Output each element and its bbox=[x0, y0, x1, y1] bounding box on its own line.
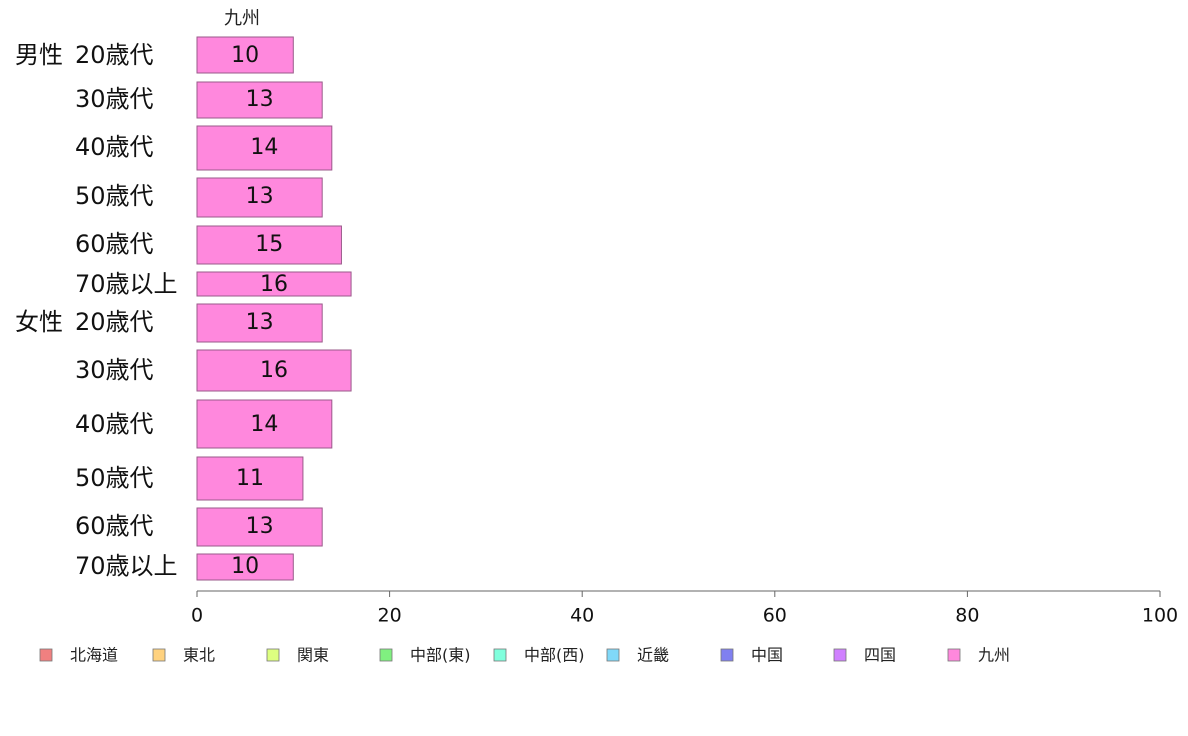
legend-label-0: 北海道 bbox=[70, 646, 118, 665]
bar-rows: 男性 20歳代 10 30歳代 13 40歳代 14 50歳代 13 60歳代 15 70歳以上 16 女… bbox=[15, 36, 352, 581]
age-label-1-5: 70歳以上 bbox=[75, 552, 178, 580]
bar-1-2 bbox=[196, 399, 333, 449]
age-label-0-4: 60歳代 bbox=[75, 230, 154, 258]
age-label-1-1: 30歳代 bbox=[75, 356, 154, 384]
bar-value-label-1-4: 13 bbox=[246, 514, 274, 539]
legend-swatch-3 bbox=[379, 648, 393, 662]
bar-1-4 bbox=[196, 507, 323, 547]
legend-swatch-7 bbox=[833, 648, 847, 662]
bar-value-label-1-3: 11 bbox=[236, 466, 264, 491]
legend-label-3: 中部(東) bbox=[410, 646, 471, 665]
legend-label-6: 中国 bbox=[751, 646, 783, 665]
age-label-0-3: 50歳代 bbox=[75, 182, 154, 210]
age-label-1-3: 50歳代 bbox=[75, 464, 154, 492]
column-header-kyushu: 九州 bbox=[224, 8, 260, 29]
age-label-0-2: 40歳代 bbox=[75, 133, 154, 161]
legend-label-1: 東北 bbox=[183, 646, 215, 665]
gender-label-1: 女性 bbox=[15, 308, 63, 336]
bar-0-5 bbox=[196, 271, 352, 297]
x-tick-label-4: 80 bbox=[955, 605, 979, 627]
bar-0-1 bbox=[196, 81, 323, 119]
age-label-1-4: 60歳代 bbox=[75, 512, 154, 540]
legend-label-7: 四国 bbox=[864, 646, 896, 665]
bar-value-label-0-3: 13 bbox=[246, 184, 274, 209]
age-label-0-1: 30歳代 bbox=[75, 85, 154, 113]
legend-label-8: 九州 bbox=[978, 646, 1010, 665]
bar-1-0 bbox=[196, 303, 323, 343]
bar-value-label-1-0: 13 bbox=[246, 310, 274, 335]
bar-value-label-0-4: 15 bbox=[255, 232, 283, 257]
x-tick-label-1: 20 bbox=[378, 605, 402, 627]
gender-label-0: 男性 bbox=[15, 41, 63, 69]
legend-swatch-1 bbox=[152, 648, 166, 662]
legend-swatch-2 bbox=[266, 648, 280, 662]
legend-label-4: 中部(西) bbox=[524, 646, 585, 665]
x-tick-label-2: 40 bbox=[570, 605, 594, 627]
bar-value-label-0-1: 13 bbox=[246, 87, 274, 112]
bar-0-3 bbox=[196, 177, 323, 218]
bar-0-4 bbox=[196, 225, 342, 265]
age-label-1-0: 20歳代 bbox=[75, 308, 154, 336]
bar-value-label-1-5: 10 bbox=[231, 554, 259, 579]
bar-0-2 bbox=[196, 125, 333, 171]
legend-swatch-8 bbox=[947, 648, 961, 662]
legend-swatch-5 bbox=[606, 648, 620, 662]
bar-1-3 bbox=[196, 456, 304, 501]
x-axis: 0 20 40 60 80 100 bbox=[191, 590, 1178, 627]
age-label-1-2: 40歳代 bbox=[75, 410, 154, 438]
x-tick-label-3: 60 bbox=[763, 605, 787, 627]
bar-0-0 bbox=[196, 36, 294, 74]
legend-swatch-0 bbox=[39, 648, 53, 662]
bar-1-5 bbox=[196, 553, 294, 581]
legend-label-5: 近畿 bbox=[637, 646, 669, 665]
bar-value-label-1-1: 16 bbox=[260, 358, 288, 383]
bar-1-1 bbox=[196, 349, 352, 392]
x-tick-label-5: 100 bbox=[1142, 605, 1178, 627]
legend: 北海道 東北 関東 中部(東) 中部(西) 近畿 中国 四国 九州 bbox=[39, 646, 1010, 665]
x-tick-label-0: 0 bbox=[191, 605, 203, 627]
bar-value-label-1-2: 14 bbox=[250, 412, 278, 437]
bar-value-label-0-5: 16 bbox=[260, 272, 288, 297]
legend-label-2: 関東 bbox=[297, 646, 329, 665]
age-label-0-5: 70歳以上 bbox=[75, 270, 178, 298]
legend-swatch-6 bbox=[720, 648, 734, 662]
legend-swatch-4 bbox=[493, 648, 507, 662]
bar-value-label-0-0: 10 bbox=[231, 43, 259, 68]
age-label-0-0: 20歳代 bbox=[75, 41, 154, 69]
bar-value-label-0-2: 14 bbox=[250, 135, 278, 160]
